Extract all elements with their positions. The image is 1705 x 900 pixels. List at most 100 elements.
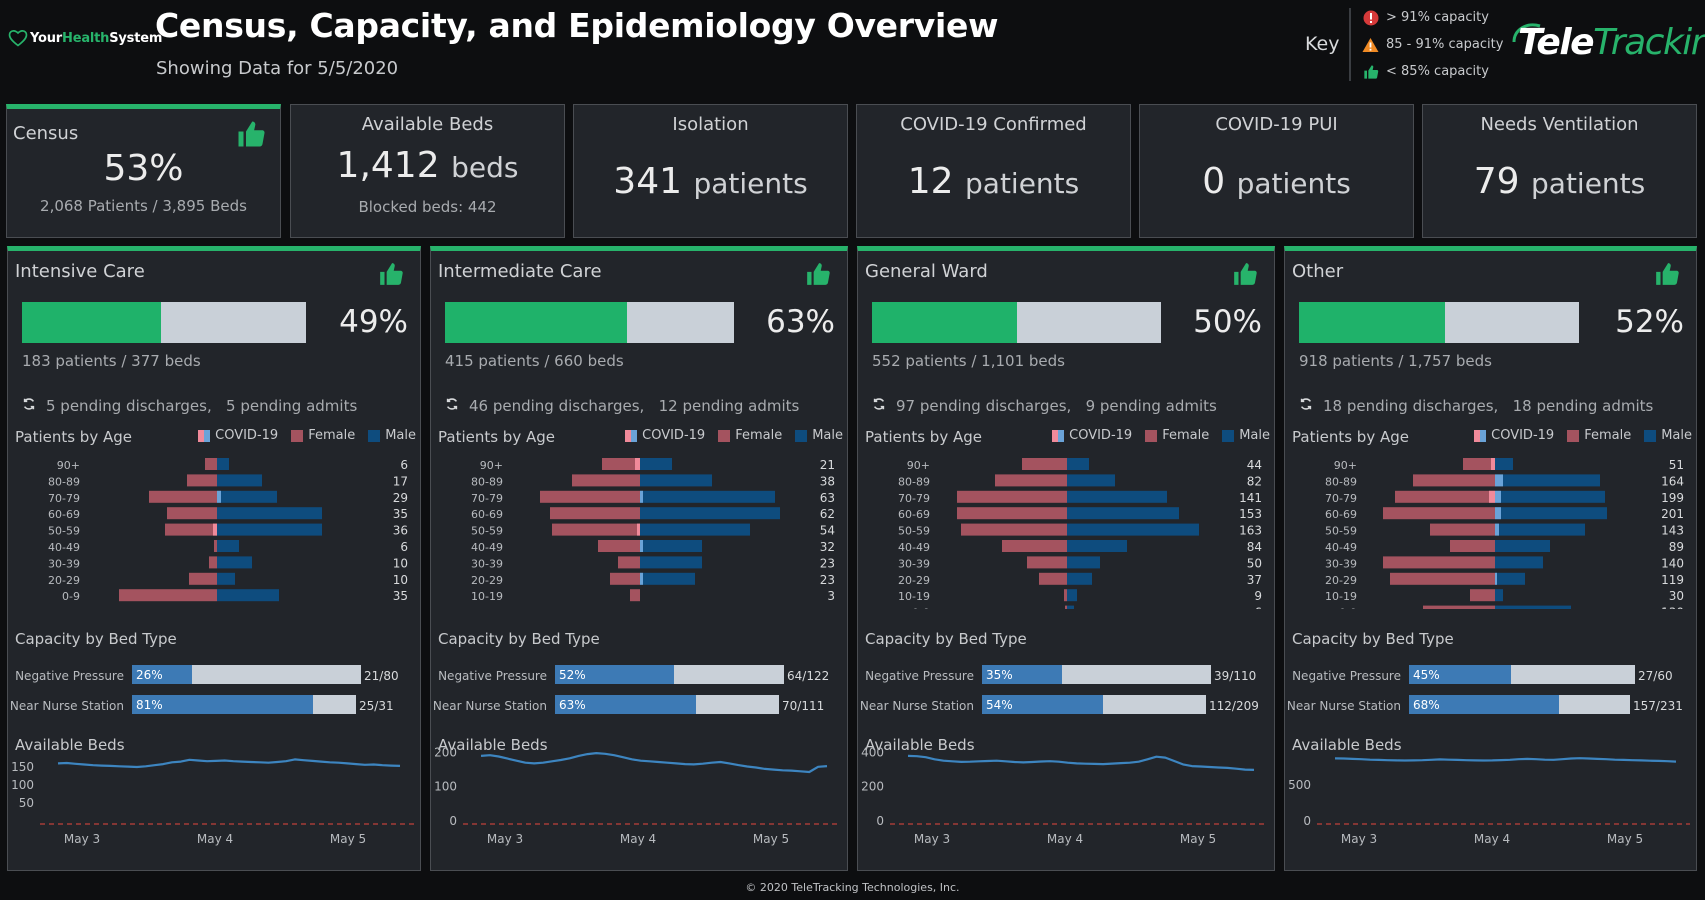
available-beds-line [480, 752, 828, 774]
unit-panel-general-ward[interactable]: General Ward 50% 552 patients / 1,101 beds… [857, 246, 1275, 871]
age-total: 130 [1661, 606, 1684, 609]
kpi-isolation[interactable]: Isolation 341 patients [573, 104, 848, 238]
available-beds-line [907, 754, 1255, 771]
kpi-value: 79 [1473, 161, 1520, 202]
male-bar [1067, 490, 1167, 503]
age-legend: COVID-19 Female Male [1052, 428, 1270, 443]
age-total: 37 [1247, 573, 1262, 587]
covid-female-bar [213, 523, 217, 536]
bed-type-percent: 52% [559, 668, 586, 682]
age-total: 153 [1239, 507, 1262, 521]
y-tick-label: 100 [434, 780, 457, 794]
male-bar [640, 474, 712, 487]
legend-covid: COVID-19 [642, 428, 706, 443]
male-bar [1495, 474, 1600, 487]
covid-male-bar [640, 490, 643, 503]
bed-type-fill [982, 665, 1063, 684]
age-total: 6 [1254, 606, 1262, 609]
female-bar [540, 490, 640, 503]
x-tick-label: May 4 [1474, 832, 1510, 846]
age-label: 60-69 [471, 508, 503, 521]
unit-panel-other[interactable]: Other 52% 918 patients / 1,757 beds 18 pend… [1284, 246, 1697, 871]
age-label: 60-69 [898, 508, 930, 521]
bed-type-fill [555, 665, 675, 684]
male-bar [1067, 474, 1115, 487]
female-bar [205, 458, 217, 470]
legend-covid: COVID-19 [1491, 428, 1555, 443]
pending-text: 97 pending discharges, 9 pending admits [896, 397, 1217, 415]
kpi-title: Needs Ventilation [1480, 114, 1639, 135]
thumbs-up-icon [805, 261, 831, 291]
age-label: 90+ [1334, 459, 1357, 472]
bed-type-count: 27/60 [1638, 669, 1673, 683]
covid-female-bar [635, 458, 640, 470]
age-label: 90+ [57, 459, 80, 472]
bed-type-bar: 81% [132, 695, 356, 714]
unit-panel-intermediate-care[interactable]: Intermediate Care 63% 415 patients / 660 b… [430, 246, 848, 871]
male-bar [217, 556, 252, 569]
refresh-icon [872, 397, 886, 415]
male-bar [640, 572, 695, 585]
capacity-percent: 52% [1615, 304, 1684, 340]
pending-text: 18 pending discharges, 18 pending admits [1323, 397, 1654, 415]
kpi-title: COVID-19 Confirmed [900, 114, 1087, 135]
age-label: 40-49 [48, 541, 80, 554]
age-label: 40-49 [1325, 541, 1357, 554]
kpi-census[interactable]: Census 53% 2,068 Patients / 3,895 Beds [6, 104, 281, 238]
bed-type-percent: 63% [559, 698, 586, 712]
bed-type-row: Negative Pressure 26% 21/80 [8, 665, 420, 687]
age-label: 20-29 [48, 574, 80, 587]
bed-type-label: Negative Pressure [15, 669, 124, 683]
age-total: 17 [393, 474, 408, 488]
bed-type-label: Near Nurse Station [1286, 699, 1401, 713]
legend-swatch-covid [1052, 429, 1065, 442]
age-label: 40-49 [471, 541, 503, 554]
age-total: 10 [393, 556, 408, 570]
male-bar [1067, 523, 1199, 536]
capacity-by-bed-type-title: Capacity by Bed Type [438, 630, 600, 648]
kpi-unit: patients [965, 167, 1080, 200]
page-title: Census, Capacity, and Epidemiology Overv… [155, 6, 999, 45]
age-label: 10-19 [1325, 590, 1357, 603]
y-tick-label: 200 [434, 745, 457, 759]
x-tick-label: May 4 [620, 832, 656, 846]
legend-swatch-male [368, 429, 381, 442]
unit-title: Intermediate Care [438, 261, 602, 282]
female-bar [630, 589, 640, 602]
kpi-available-beds[interactable]: Available Beds 1,412 beds Blocked beds: … [290, 104, 565, 238]
legend-swatch-covid [625, 429, 638, 442]
kpi-value: 341 [613, 161, 683, 202]
kpi-needs-ventilation[interactable]: Needs Ventilation 79 patients [1422, 104, 1697, 238]
bed-type-label: Near Nurse Station [859, 699, 974, 713]
bed-type-row: Near Nurse Station 68% 157/231 [1285, 695, 1696, 717]
female-bar [957, 490, 1067, 503]
available-beds-trend-chart: 200 100 0 May 3 May 4 May 5 [434, 745, 841, 846]
age-total: 30 [1669, 589, 1684, 603]
age-total: 6 [400, 458, 408, 472]
kpi-title: Isolation [672, 114, 749, 135]
male-bar [1067, 589, 1077, 602]
female-bar [602, 458, 640, 470]
female-bar [1413, 474, 1495, 487]
legend-covid: COVID-19 [1069, 428, 1133, 443]
patients-by-age-title: Patients by Age [15, 428, 132, 446]
legend-male: Male [385, 428, 416, 443]
unit-title: Intensive Care [15, 261, 145, 282]
age-total: 3 [827, 589, 835, 603]
male-bar [1495, 605, 1571, 609]
thumbs-up-icon [1362, 63, 1379, 80]
unit-panel-intensive-care[interactable]: Intensive Care 49% 183 patients / 377 beds… [7, 246, 421, 871]
key-item-low: < 85% capacity [1362, 63, 1489, 80]
age-label: 60-69 [1325, 508, 1357, 521]
kpi-covid-pui[interactable]: COVID-19 PUI 0 patients [1139, 104, 1414, 238]
legend-female: Female [308, 428, 356, 443]
female-bar [1390, 572, 1495, 585]
covid-male-bar [640, 572, 643, 585]
female-bar [1022, 458, 1067, 470]
legend-covid: COVID-19 [215, 428, 279, 443]
kpi-covid-confirmed[interactable]: COVID-19 Confirmed 12 patients [856, 104, 1131, 238]
page-subtitle: Showing Data for 5/5/2020 [156, 58, 399, 79]
age-label: 70-79 [471, 492, 503, 505]
x-tick-label: May 3 [1341, 832, 1377, 846]
capacity-bar [22, 302, 306, 343]
